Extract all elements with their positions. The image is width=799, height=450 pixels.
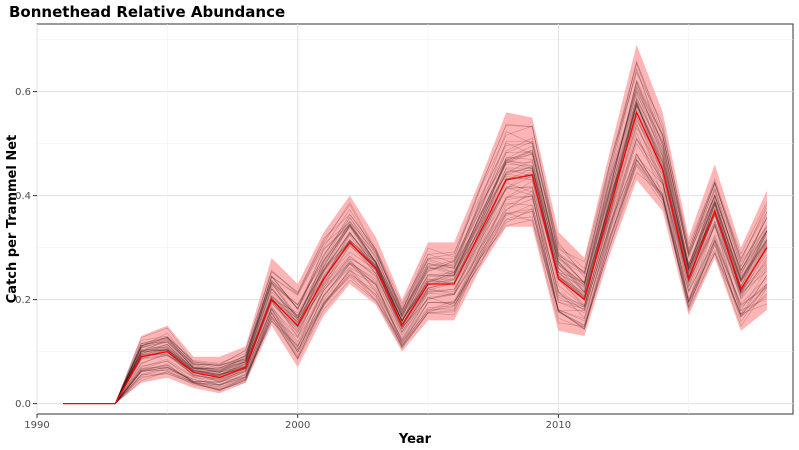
y-tick-label: 0.2 bbox=[15, 295, 31, 306]
ensemble-trace bbox=[63, 118, 768, 404]
ensemble-trace bbox=[63, 79, 768, 404]
ensemble-trace bbox=[63, 159, 768, 404]
ensemble-trace bbox=[63, 108, 768, 404]
ensemble-trace bbox=[63, 102, 768, 404]
ensemble-trace bbox=[63, 98, 768, 404]
ensemble-trace bbox=[63, 159, 768, 404]
ensemble-trace bbox=[63, 103, 768, 404]
ensemble-trace bbox=[63, 131, 768, 404]
series-line bbox=[63, 110, 768, 405]
x-axis-title: Year bbox=[398, 432, 432, 447]
x-tick-label: 2010 bbox=[546, 420, 571, 431]
chart-title: Bonnethead Relative Abundance bbox=[9, 3, 285, 21]
y-axis-title: Catch per Trammel Net bbox=[5, 135, 20, 304]
ensemble-trace bbox=[63, 163, 768, 404]
x-tick-label: 2000 bbox=[285, 420, 310, 431]
y-tick-label: 0.6 bbox=[15, 87, 31, 98]
ensemble-trace bbox=[63, 80, 768, 404]
ensemble-trace bbox=[63, 80, 768, 404]
ensemble-trace bbox=[63, 127, 768, 404]
ensemble-trace bbox=[63, 153, 768, 404]
ensemble-trace bbox=[63, 85, 768, 404]
ensemble-trace bbox=[63, 142, 768, 404]
ensemble-trace bbox=[63, 123, 768, 404]
y-axis-ticks: 0.0 0.2 0.4 0.6 bbox=[15, 87, 37, 410]
x-tick-label: 1990 bbox=[24, 420, 49, 431]
ensemble-trace bbox=[63, 159, 768, 404]
ensemble-trace bbox=[63, 86, 768, 404]
ensemble-trace bbox=[63, 88, 768, 404]
ensemble-trace bbox=[63, 137, 768, 404]
ensemble-trace bbox=[63, 66, 768, 404]
ensemble-trace bbox=[63, 96, 768, 404]
ensemble-trace bbox=[63, 71, 768, 404]
ensemble-trace bbox=[63, 153, 768, 404]
ensemble-trace bbox=[63, 156, 768, 404]
ensemble-trace bbox=[63, 69, 768, 404]
ensemble-trace bbox=[63, 61, 768, 404]
ensemble-trace bbox=[63, 62, 768, 404]
uncertainty-band-area bbox=[63, 44, 767, 404]
ensemble-trace bbox=[63, 162, 768, 404]
ensemble-trace bbox=[63, 100, 768, 404]
ensemble-trace bbox=[63, 60, 768, 404]
series-lines bbox=[63, 110, 768, 405]
x-axis-ticks: 1990 2000 2010 bbox=[24, 414, 571, 431]
ensemble-trace bbox=[63, 104, 768, 404]
ensemble-trace bbox=[63, 105, 768, 404]
ensemble-trace bbox=[63, 158, 768, 404]
ensemble-trace bbox=[63, 98, 768, 404]
ensemble-trace bbox=[63, 137, 768, 404]
ensemble-trace bbox=[63, 82, 768, 404]
ensemble-trace bbox=[63, 101, 768, 404]
ensemble-trace bbox=[63, 153, 768, 404]
ensemble-trace bbox=[63, 139, 768, 404]
ensemble-trace bbox=[63, 90, 768, 404]
ensemble-lines bbox=[63, 60, 768, 404]
ensemble-trace bbox=[63, 90, 768, 404]
uncertainty-band bbox=[63, 44, 767, 404]
ensemble-trace bbox=[63, 104, 768, 404]
ensemble-trace bbox=[63, 93, 768, 404]
y-tick-label: 0.4 bbox=[15, 191, 31, 202]
ensemble-trace bbox=[63, 165, 768, 404]
ensemble-trace bbox=[63, 172, 768, 404]
y-tick-label: 0.0 bbox=[15, 399, 31, 410]
